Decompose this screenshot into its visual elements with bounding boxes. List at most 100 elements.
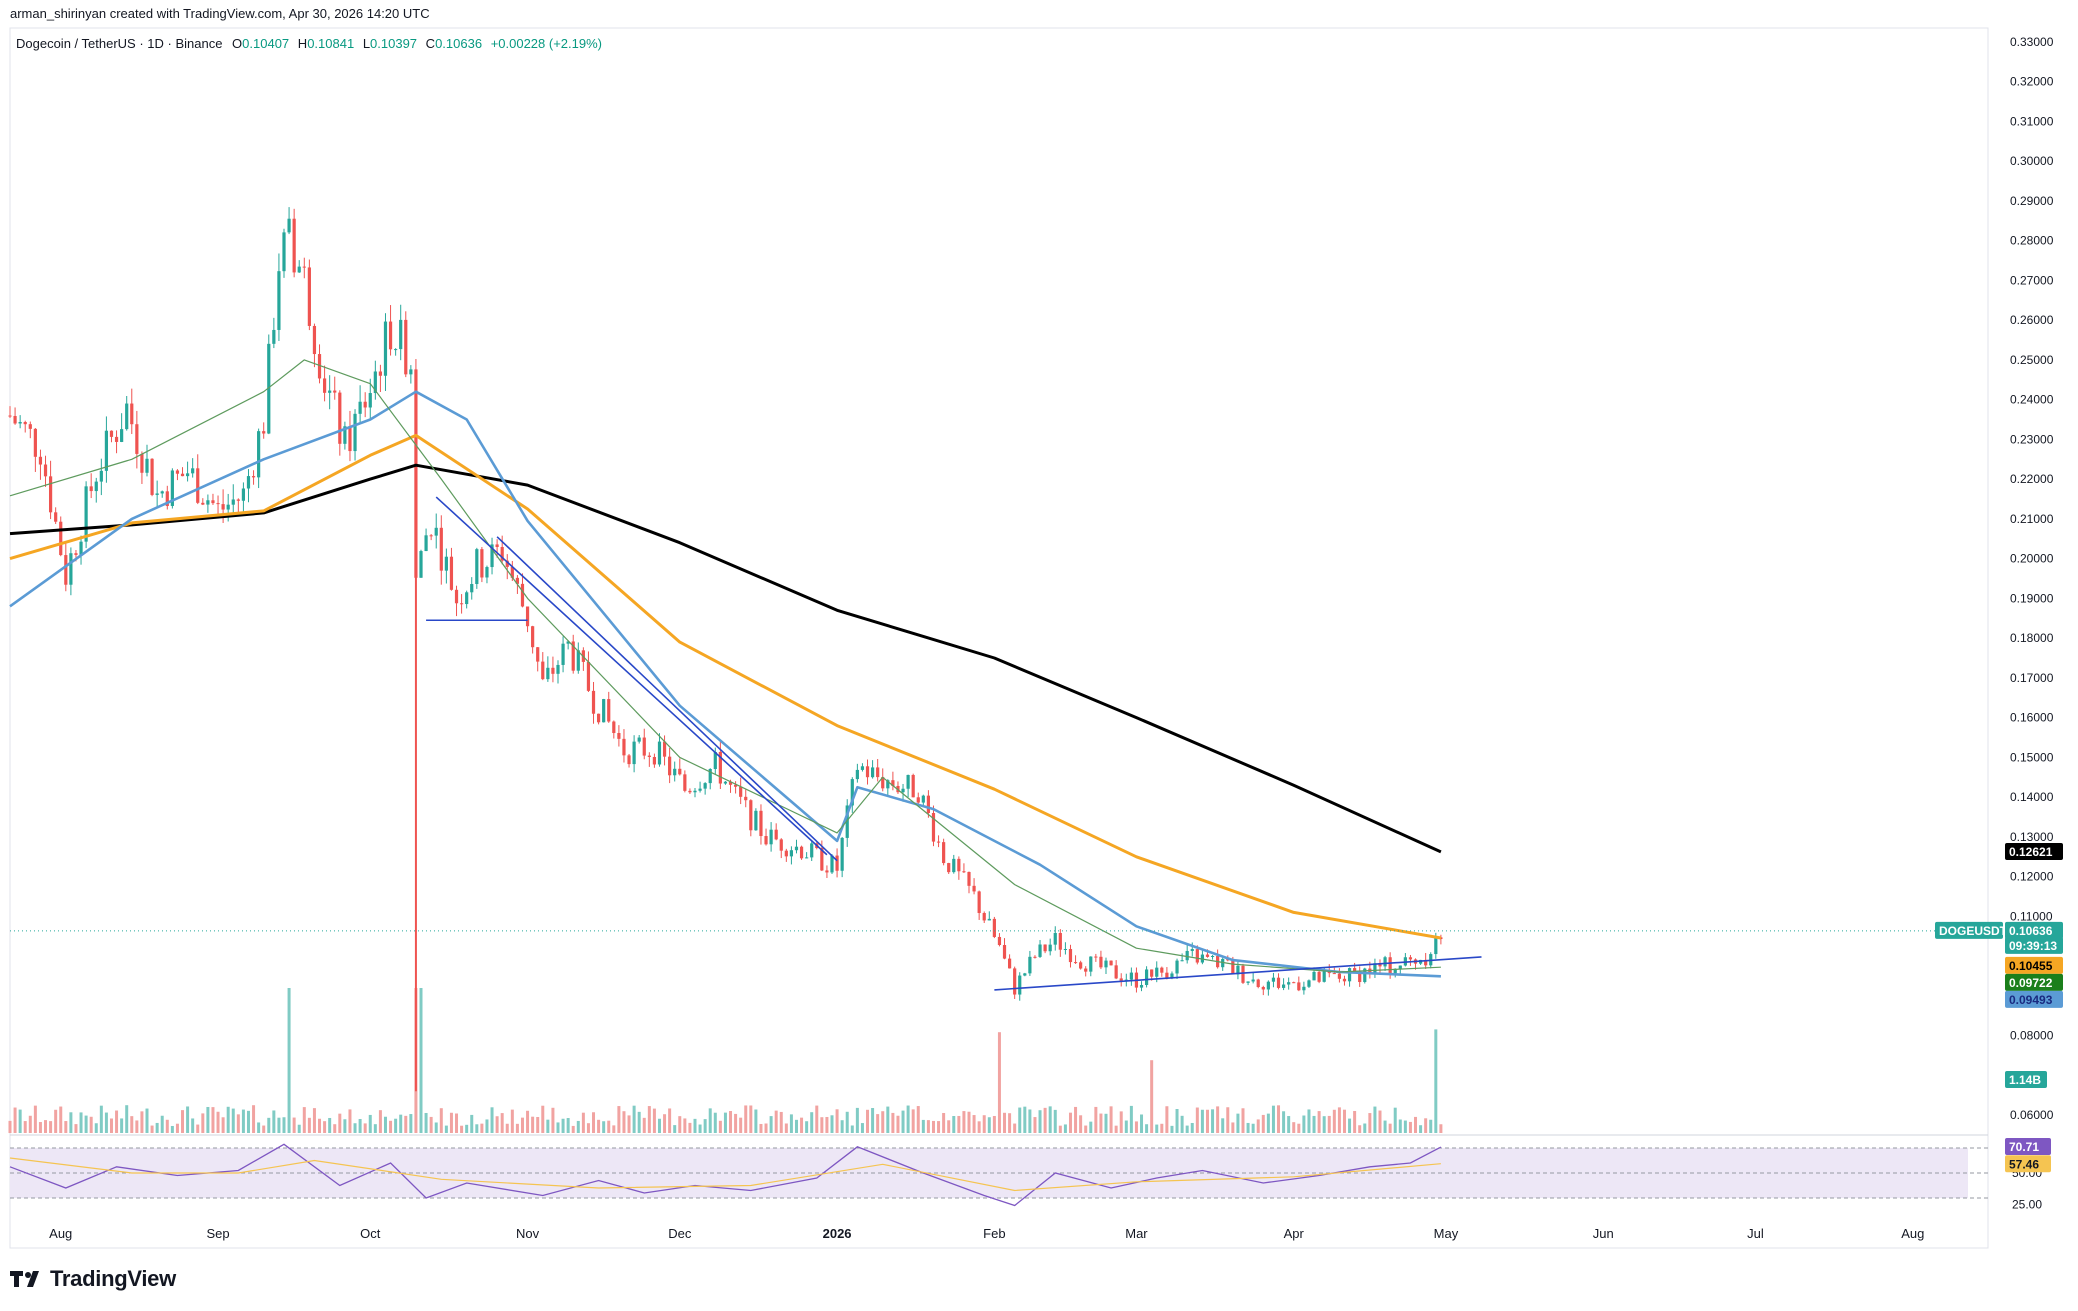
candle-body [1185,950,1189,961]
candle-body [510,566,514,578]
price-tick-label: 0.21000 [2010,512,2054,526]
candle-body [388,321,393,350]
candle-body [459,603,464,605]
candle-body [43,464,48,477]
candle-body [191,468,195,474]
candle-body [642,737,646,756]
price-tick-label: 0.17000 [2010,671,2054,685]
volume-bar [1119,1111,1123,1133]
candle-body [698,788,702,791]
chart-frame [9,27,1989,1249]
volume-bar [94,1123,98,1133]
price-tick-label: 0.06000 [2010,1108,2054,1122]
candle-body [125,403,129,430]
volume-bar [602,1121,606,1133]
candle-body [647,755,651,757]
volume-bar [165,1119,169,1133]
volume-bar [1124,1120,1128,1133]
candle-body [586,661,591,691]
volume-bar [1226,1107,1230,1133]
candle-body [576,650,580,671]
ma-mid-price-tag-text: 0.09493 [2009,993,2053,1007]
candle-body [1109,960,1113,966]
price-tick-label: 0.26000 [2010,313,2054,327]
volume-bar [1266,1113,1270,1133]
candle-body [1368,968,1372,975]
volume-tag: 1.14B [2005,1071,2047,1088]
candle-body [399,319,403,350]
candle-body [1068,948,1073,963]
volume-bar [1317,1111,1321,1133]
candle-body [728,781,733,785]
volume-bar [1408,1121,1412,1133]
volume-bar [947,1120,951,1133]
candle-body [1139,985,1144,988]
volume-bar [769,1116,773,1133]
countdown-tag-bg [2005,936,2063,954]
volume-bar [1211,1109,1215,1133]
candle-body [140,453,144,473]
candle-body [1129,972,1133,980]
volume-bar [1114,1125,1118,1133]
volume-bar [1393,1107,1397,1133]
candle-body [1434,937,1438,955]
volume-bar [38,1122,42,1133]
candle-body [830,855,834,873]
rsi-ma-value-tag-text: 57.46 [2009,1157,2039,1171]
volume-bar [358,1118,362,1133]
candle-body [1378,963,1382,967]
candle-body [865,766,870,778]
volume-tag-bg [2005,1071,2047,1088]
tradingview-logo[interactable]: TradingView [10,1266,176,1292]
volume-bar [561,1118,565,1133]
candle-body [1297,982,1301,991]
candle-body [708,769,712,784]
candle-body [1353,968,1357,972]
candle-body [79,541,83,555]
volume-bar [236,1114,240,1133]
volume-bar [1063,1124,1067,1133]
candle-body [155,493,159,495]
volume-bar [328,1117,332,1133]
candle-body [835,855,839,871]
volume-bar [1053,1109,1057,1133]
candle-body [94,481,98,492]
candle-body [500,546,504,561]
close-value: 0.10636 [435,36,483,51]
symbol-price-tag-bg [1935,921,2003,939]
volume-bar [657,1118,661,1133]
volume-bar [520,1117,524,1133]
chart-attribution: arman_shirinyan created with TradingView… [10,6,430,21]
volume-bar [1140,1114,1144,1133]
volume-bar [937,1121,941,1133]
volume-bar [287,988,291,1133]
candle-body [1144,969,1149,986]
candle-body [404,319,408,375]
trendline [994,956,1482,991]
time-tick-label: Aug [1901,1226,1924,1241]
volume-bar [109,1118,113,1133]
candle-body [1195,949,1199,963]
volume-bar [1155,1124,1159,1133]
volume-bar [835,1109,839,1133]
candle-body [38,456,43,465]
price-axis: 0.33000 0.32000 0.31000 0.30000 0.29000 0.280… [2010,35,2054,1122]
volume-bar [739,1117,743,1133]
ma200-price-tag-bg [2005,842,2063,860]
candle-body [561,643,565,665]
volume-bar [1337,1107,1341,1133]
symbol-legend[interactable]: Dogecoin / TetherUS · 1D · Binance O0.10… [16,36,602,51]
time-tick-label: Jun [1593,1226,1614,1241]
candle-body [1058,932,1062,950]
volume-bar [181,1110,185,1133]
price-tick-label: 0.18000 [2010,631,2054,645]
volume-bar [810,1112,814,1133]
price-tick-label: 0.14000 [2010,790,2054,804]
volume-bar [734,1113,738,1133]
candle-body [1028,956,1032,974]
candle-body [602,699,606,723]
candle-body [1190,949,1194,951]
candle-body [64,555,68,585]
volume-bar [952,1116,956,1133]
